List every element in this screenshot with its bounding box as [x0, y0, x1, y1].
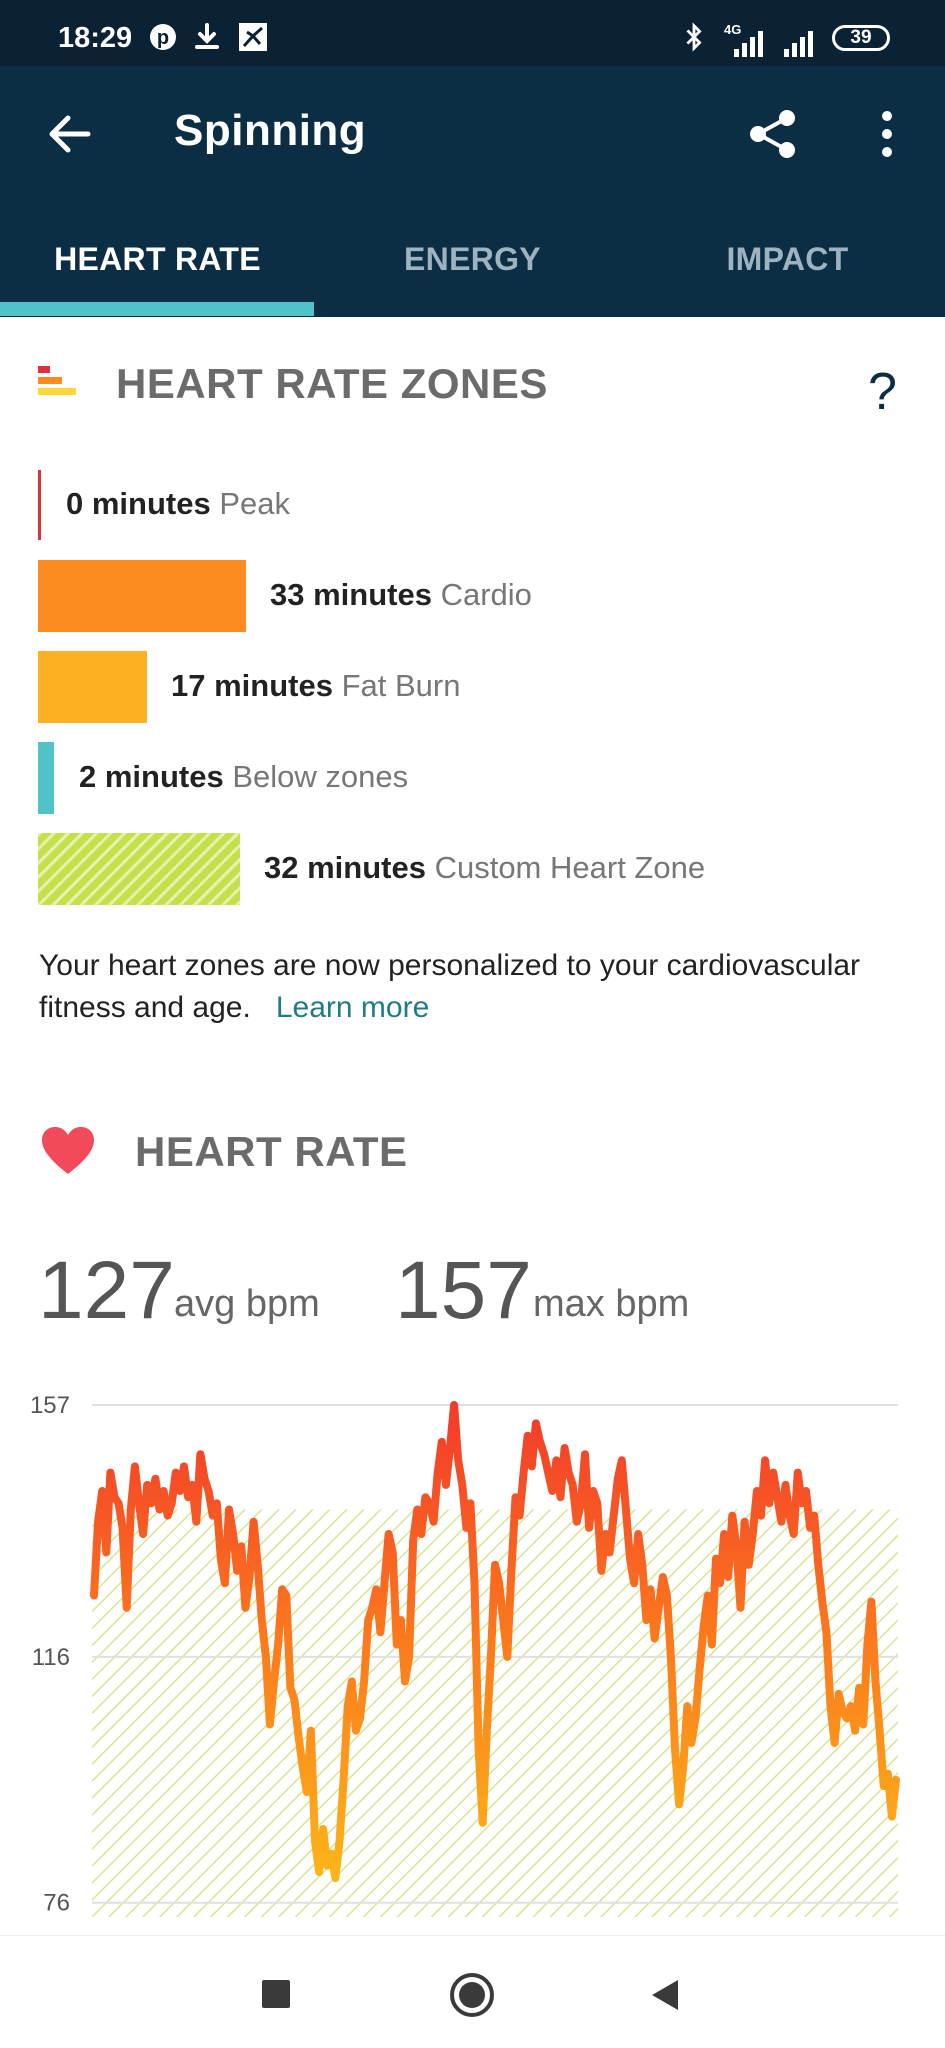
signal-strength-icon-2 — [784, 31, 813, 57]
zone-minutes: 17 minutes — [171, 668, 333, 703]
zone-row-custom: 32 minutes Custom Heart Zone — [264, 850, 705, 886]
bluetooth-icon — [686, 22, 702, 52]
y-tick-label: 76 — [43, 1890, 70, 1917]
zone-label: Peak — [219, 486, 291, 521]
signal-strength-icon — [734, 31, 763, 57]
status-time: 18:29 — [58, 22, 133, 54]
zone-row-fat-burn: 17 minutes Fat Burn — [171, 668, 460, 704]
zone-label: Below zones — [232, 759, 409, 794]
circle-icon[interactable] — [449, 1972, 495, 2018]
zone-row-cardio: 33 minutes Cardio — [270, 577, 532, 613]
zones-section-title: HEART RATE ZONES — [116, 360, 548, 407]
tab-heart-rate[interactable]: HEART RATE — [54, 241, 261, 277]
zone-bar-cardio — [38, 560, 246, 632]
tab-bar: HEART RATE ENERGY IMPACT — [0, 201, 945, 317]
page-title: Spinning — [174, 106, 367, 155]
zone-bar-custom — [38, 833, 240, 905]
avg-bpm-unit: avg bpm — [174, 1283, 320, 1325]
pinterest-icon: p — [150, 24, 176, 50]
heart-rate-chart: 157 116 76 — [30, 1392, 900, 1917]
zone-minutes: 32 minutes — [264, 850, 426, 885]
y-tick-label: 116 — [32, 1644, 70, 1671]
zone-minutes: 0 minutes — [66, 486, 211, 521]
max-bpm-unit: max bpm — [533, 1283, 690, 1325]
y-tick-label: 157 — [30, 1392, 70, 1419]
zone-bar-fat-burn — [38, 651, 147, 723]
svg-text:p: p — [157, 27, 169, 49]
zone-row-below: 2 minutes Below zones — [79, 759, 408, 795]
active-tab-indicator — [0, 302, 314, 316]
more-vertical-icon[interactable] — [872, 106, 902, 162]
zone-label: Cardio — [440, 577, 532, 612]
network-type-label: 4G — [724, 22, 742, 37]
zone-label: Custom Heart Zone — [434, 850, 706, 885]
download-icon — [195, 23, 219, 49]
avg-bpm-value: 127 — [38, 1245, 175, 1336]
tab-impact[interactable]: IMPACT — [726, 241, 849, 277]
tab-energy[interactable]: ENERGY — [404, 241, 541, 277]
app-bar: Spinning — [0, 66, 945, 201]
zones-bars-icon — [38, 366, 76, 395]
zone-bar-below — [38, 742, 54, 814]
app-notification-icon — [239, 23, 267, 51]
zone-row-peak: 0 minutes Peak — [66, 486, 290, 522]
heart-icon — [42, 1127, 94, 1174]
zones-note-text: Your heart zones are now personalized to… — [39, 949, 861, 1024]
help-icon[interactable]: ? — [868, 363, 897, 421]
share-icon[interactable] — [745, 106, 801, 162]
zone-minutes: 33 minutes — [270, 577, 432, 612]
square-icon[interactable] — [262, 1980, 290, 2008]
triangle-back-icon[interactable] — [650, 1978, 680, 2012]
zone-label: Fat Burn — [341, 668, 461, 703]
system-nav-bar — [0, 1935, 945, 2048]
status-bar: 18:29 p 4G 39 — [0, 0, 945, 66]
battery-indicator: 39 — [832, 25, 890, 51]
heart-rate-section-title: HEART RATE — [135, 1128, 408, 1175]
max-bpm-value: 157 — [395, 1245, 532, 1336]
heart-rate-series-line — [90, 1401, 900, 1883]
zone-minutes: 2 minutes — [79, 759, 224, 794]
zone-bar-peak — [38, 470, 41, 540]
zones-note: Your heart zones are now personalized to… — [39, 945, 899, 1029]
arrow-left-icon[interactable] — [44, 108, 96, 160]
learn-more-link[interactable]: Learn more — [275, 991, 430, 1024]
